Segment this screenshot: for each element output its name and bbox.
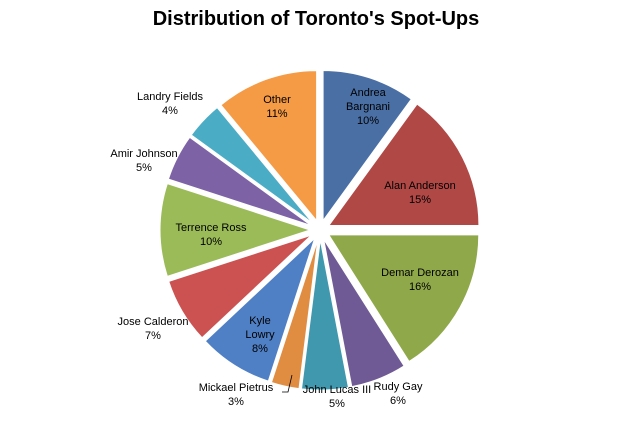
slice-label-terrence-ross: Terrence Ross 10% <box>176 222 247 248</box>
pie-slice-andrea-bargnani <box>322 69 412 223</box>
chart-title: Distribution of Toronto's Spot-Ups <box>152 8 480 30</box>
slice-label-landry-fields: Landry Fields 4% <box>137 91 204 117</box>
pie-slice-john-lucas-iii <box>300 239 350 391</box>
pie-slice-kyle-lowry <box>204 238 316 382</box>
slice-label-other: Other 11% <box>263 94 291 120</box>
pie-slice-terrence-ross <box>159 183 312 277</box>
pie-slice-amir-johnson <box>167 136 312 226</box>
slice-label-alan-anderson: Alan Anderson 15% <box>384 180 456 206</box>
pie-slice-demar-derozan <box>327 234 480 363</box>
slice-label-rudy-gay: Rudy Gay 6% <box>374 381 423 407</box>
pie-slice-alan-anderson <box>327 103 480 226</box>
slice-label-jose-calderon: Jose Calderon 7% <box>118 316 189 342</box>
slice-label-john-lucas-iii: John Lucas III 5% <box>303 384 372 410</box>
slice-label-amir-johnson: Amir Johnson 5% <box>110 148 177 174</box>
pie-slice-landry-fields <box>190 106 314 224</box>
slice-label-andrea-bargnani: Andrea Bargnani 10% <box>346 87 390 127</box>
slice-label-demar-derozan: Demar Derozan 16% <box>381 267 459 293</box>
slice-label-kyle-lowry: Kyle Lowry 8% <box>245 315 275 355</box>
pie-slice-jose-calderon <box>168 234 312 339</box>
pie-slice-mickael-pietrus <box>270 239 319 390</box>
pie-slice-other <box>220 70 318 222</box>
leader-line <box>282 374 293 393</box>
slice-label-mickael-pietrus: Mickael Pietrus 3% <box>199 382 274 408</box>
pie-slice-rudy-gay <box>323 239 405 388</box>
